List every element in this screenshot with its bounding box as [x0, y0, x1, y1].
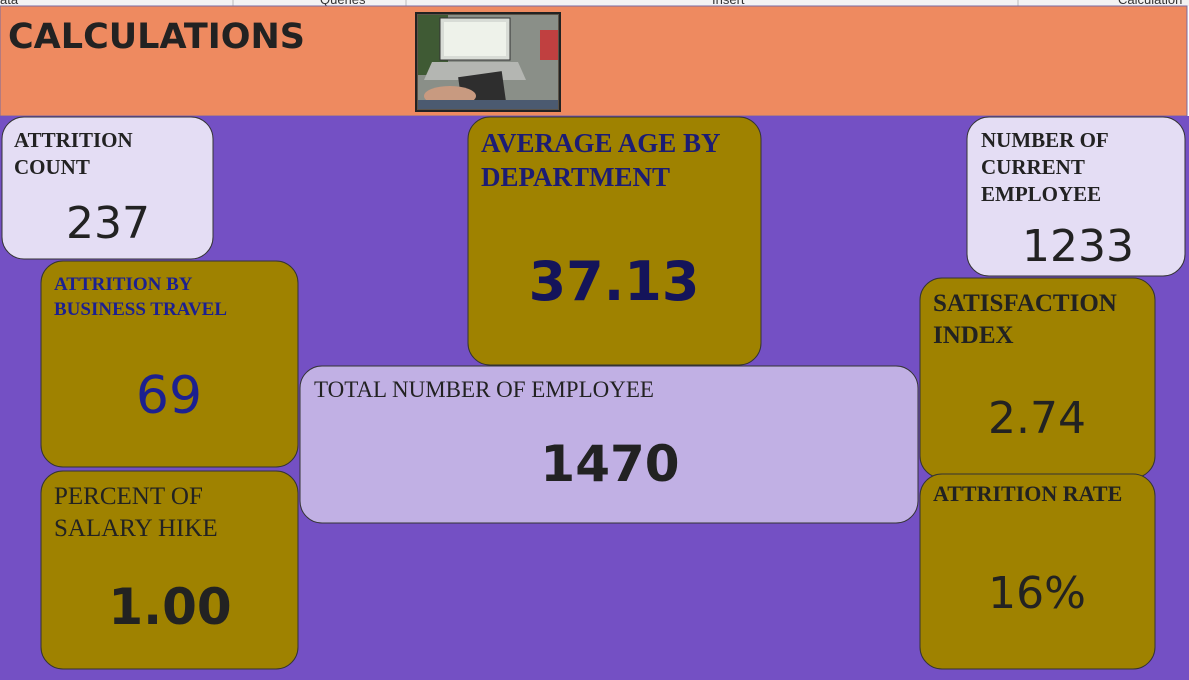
- kpi-card: ATTRITION BY BUSINESS TRAVEL 69: [40, 260, 299, 468]
- kpi-card: AVERAGE AGE BY DEPARTMENT 37.13: [467, 116, 762, 366]
- card-label: EMPLOYEE: [981, 182, 1101, 206]
- card-value: 2.74: [988, 393, 1086, 444]
- ribbon-tab: Queries: [320, 0, 366, 7]
- card-value: 1233: [1022, 221, 1134, 272]
- kpi-card: ATTRITION RATE 16%: [919, 473, 1156, 670]
- card-value: 237: [66, 198, 150, 249]
- card-background: [467, 116, 762, 366]
- card-label: SALARY HIKE: [54, 515, 218, 542]
- card-background: [919, 473, 1156, 670]
- header-title: CALCULATIONS: [8, 17, 305, 57]
- kpi-card: ATTRITION COUNT 237: [1, 116, 214, 260]
- kpi-card: TOTAL NUMBER OF EMPLOYEE 1470: [299, 365, 919, 524]
- ribbon-tab: Insert: [712, 0, 745, 7]
- card-label: AVERAGE AGE BY: [481, 128, 721, 158]
- card-label: PERCENT OF: [54, 483, 203, 510]
- kpi-card: PERCENT OF SALARY HIKE 1.00: [40, 470, 299, 670]
- card-label: INDEX: [933, 322, 1014, 349]
- card-background: [40, 260, 299, 468]
- card-value: 69: [136, 366, 202, 426]
- card-background: [40, 470, 299, 670]
- card-label: COUNT: [14, 155, 90, 179]
- card-label: SATISFACTION: [933, 290, 1117, 317]
- ribbon-strip: [0, 0, 1189, 6]
- card-label: CURRENT: [981, 155, 1085, 179]
- card-label: TOTAL NUMBER OF EMPLOYEE: [314, 377, 654, 402]
- ribbon-tab: Calculation: [1118, 0, 1182, 7]
- card-value: 1.00: [108, 578, 231, 636]
- card-label: ATTRITION RATE: [933, 481, 1122, 506]
- card-background: [966, 116, 1186, 277]
- ribbon-tab: ata: [0, 0, 19, 7]
- card-label: ATTRITION BY: [54, 274, 193, 295]
- card-label: BUSINESS TRAVEL: [54, 299, 227, 320]
- header-image: [415, 12, 561, 112]
- kpi-card: NUMBER OF CURRENT EMPLOYEE 1233: [966, 116, 1186, 277]
- card-background: [299, 365, 919, 524]
- card-label: NUMBER OF: [981, 128, 1109, 152]
- card-label: DEPARTMENT: [481, 162, 670, 192]
- header-band: [0, 5, 1188, 117]
- card-value: 16%: [988, 568, 1086, 619]
- kpi-card: SATISFACTION INDEX 2.74: [919, 277, 1156, 479]
- card-background: [1, 116, 214, 260]
- card-value: 1470: [540, 435, 679, 493]
- card-label: ATTRITION: [14, 128, 133, 152]
- card-value: 37.13: [529, 250, 700, 313]
